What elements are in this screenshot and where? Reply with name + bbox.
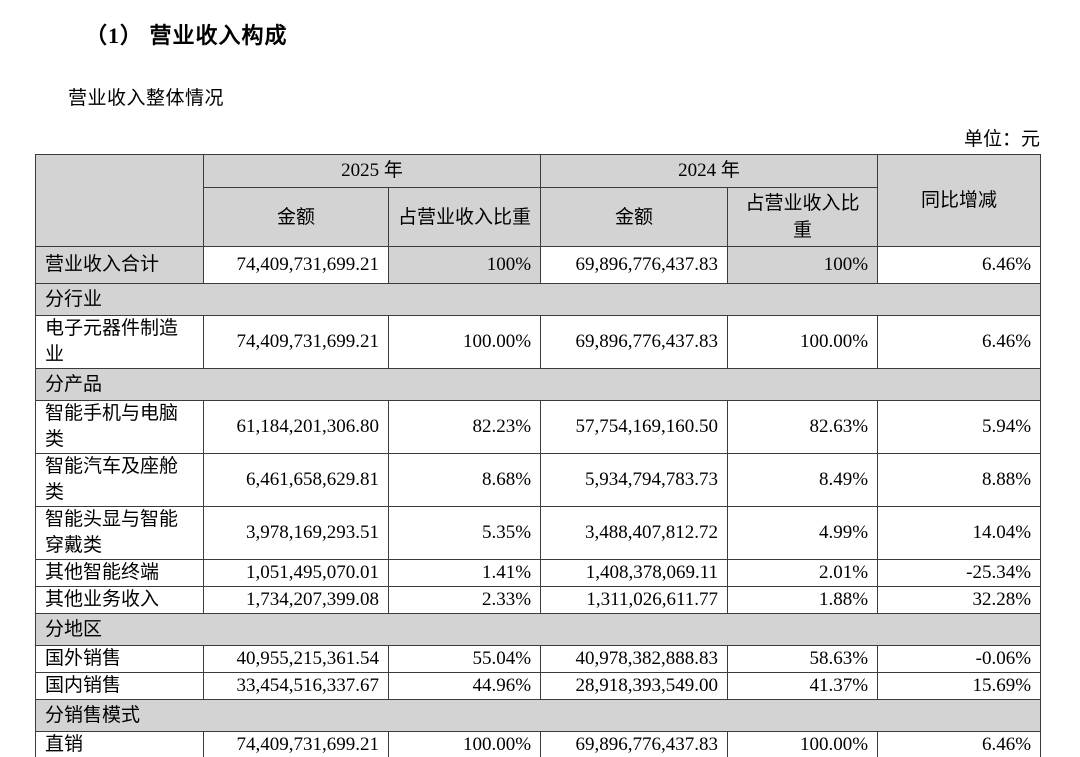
row-label: 国内销售	[35, 672, 204, 700]
table-row: 营业收入合计 74,409,731,699.21 100% 69,896,776,43…	[35, 246, 1042, 284]
row-label: 智能头显与智能穿戴类	[35, 506, 204, 560]
share-2024-cell: 1.88%	[727, 586, 879, 614]
yoy-cell: 6.46%	[877, 315, 1042, 369]
share-2024-cell: 82.63%	[727, 400, 879, 454]
share-2025-cell: 55.04%	[387, 645, 542, 673]
section-row: 分行业	[34, 283, 1042, 316]
header-measure-row: 金额 占营业收入比重 金额 占营业收入比重	[36, 187, 1041, 247]
header-yoy: 同比增减	[877, 154, 1042, 247]
row-label: 国外销售	[35, 645, 204, 673]
header-year-row: 2025 年 2024 年 同比增减	[35, 154, 1042, 247]
amount-2025-cell: 74,409,731,699.21	[203, 315, 389, 369]
header-amount-2024: 金额	[540, 187, 729, 247]
amount-2024-cell: 69,896,776,437.83	[540, 315, 729, 369]
amount-2024-cell: 3,488,407,812.72	[540, 506, 729, 560]
row-label: 其他业务收入	[35, 586, 204, 614]
section-label: 分销售模式	[34, 699, 1042, 732]
table-row: 直销 74,409,731,699.21 100.00% 69,896,776,437…	[35, 731, 1042, 757]
table-row: 其他业务收入 1,734,207,399.08 2.33% 1,311,026,611…	[35, 586, 1042, 614]
share-2025-cell: 82.23%	[387, 400, 542, 454]
row-label: 营业收入合计	[35, 246, 204, 284]
table-row: 国外销售 40,955,215,361.54 55.04% 40,978,382,88…	[35, 645, 1042, 673]
amount-2024-cell: 57,754,169,160.50	[540, 400, 729, 454]
unit-label: 单位：元	[963, 129, 1040, 150]
share-2024-cell: 4.99%	[727, 506, 879, 560]
yoy-cell: 15.69%	[877, 672, 1042, 700]
page-title: （1） 营业收入构成	[85, 23, 288, 48]
amount-2025-cell: 61,184,201,306.80	[203, 400, 389, 454]
section-label: 分地区	[34, 613, 1042, 646]
header-amount-2025: 金额	[203, 187, 389, 247]
share-2024-cell: 100.00%	[727, 731, 879, 757]
section-row: 分产品	[34, 368, 1042, 401]
header-share-2024: 占营业收入比重	[727, 187, 879, 247]
share-2024-cell: 2.01%	[727, 559, 879, 587]
section-row: 分地区	[34, 613, 1042, 646]
revenue-composition-table: 2025 年 2024 年 同比增减 金额 占营业收入比重 金额 占营业收入比重…	[34, 154, 1042, 757]
amount-2025-cell: 1,051,495,070.01	[203, 559, 389, 587]
amount-2024-cell: 69,896,776,437.83	[540, 246, 729, 284]
section-row: 分销售模式	[34, 699, 1042, 732]
yoy-cell: 14.04%	[877, 506, 1042, 560]
share-2024-cell: 58.63%	[727, 645, 879, 673]
yoy-cell: -25.34%	[877, 559, 1042, 587]
amount-2025-cell: 33,454,516,337.67	[203, 672, 389, 700]
subtitle: 营业收入整体情况	[68, 88, 225, 109]
amount-2024-cell: 1,311,026,611.77	[540, 586, 729, 614]
table-row: 智能头显与智能穿戴类 3,978,169,293.51 5.35% 3,488,407…	[35, 506, 1042, 560]
amount-2024-cell: 1,408,378,069.11	[540, 559, 729, 587]
row-label: 直销	[35, 731, 204, 757]
header-blank-cell	[35, 154, 204, 247]
share-2025-cell: 100.00%	[387, 731, 542, 757]
amount-2024-cell: 69,896,776,437.83	[540, 731, 729, 757]
share-2024-cell: 100.00%	[727, 315, 879, 369]
amount-2024-cell: 28,918,393,549.00	[540, 672, 729, 700]
amount-2025-cell: 74,409,731,699.21	[203, 731, 389, 757]
yoy-cell: 5.94%	[877, 400, 1042, 454]
amount-2025-cell: 6,461,658,629.81	[203, 453, 389, 507]
yoy-cell: 6.46%	[877, 731, 1042, 757]
yoy-cell: 8.88%	[877, 453, 1042, 507]
yoy-cell: -0.06%	[877, 645, 1042, 673]
share-2024-cell: 100%	[727, 246, 879, 284]
amount-2025-cell: 74,409,731,699.21	[203, 246, 389, 284]
table-row: 其他智能终端 1,051,495,070.01 1.41% 1,408,378,069…	[35, 559, 1042, 587]
share-2025-cell: 100%	[387, 246, 542, 284]
section-label: 分产品	[34, 368, 1042, 401]
row-label: 智能汽车及座舱类	[35, 453, 204, 507]
amount-2024-cell: 5,934,794,783.73	[540, 453, 729, 507]
share-2025-cell: 44.96%	[387, 672, 542, 700]
share-2025-cell: 2.33%	[387, 586, 542, 614]
section-label: 分行业	[34, 283, 1042, 316]
table-row: 国内销售 33,454,516,337.67 44.96% 28,918,393,54…	[35, 672, 1042, 700]
table-row: 电子元器件制造业 74,409,731,699.21 100.00% 69,896,7…	[35, 315, 1042, 369]
amount-2024-cell: 40,978,382,888.83	[540, 645, 729, 673]
yoy-cell: 32.28%	[877, 586, 1042, 614]
share-2025-cell: 100.00%	[387, 315, 542, 369]
header-year-2024: 2024 年	[540, 154, 879, 188]
table-header: 2025 年 2024 年 同比增减 金额 占营业收入比重 金额 占营业收入比重	[35, 154, 1042, 247]
amount-2025-cell: 3,978,169,293.51	[203, 506, 389, 560]
row-label: 电子元器件制造业	[35, 315, 204, 369]
row-label: 智能手机与电脑类	[35, 400, 204, 454]
table-row: 智能汽车及座舱类 6,461,658,629.81 8.68% 5,934,794,7…	[35, 453, 1042, 507]
header-share-2025: 占营业收入比重	[387, 187, 542, 247]
header-year-2025: 2025 年	[202, 154, 542, 188]
share-2025-cell: 1.41%	[387, 559, 542, 587]
yoy-cell: 6.46%	[877, 246, 1042, 284]
share-2025-cell: 8.68%	[387, 453, 542, 507]
share-2024-cell: 8.49%	[727, 453, 879, 507]
amount-2025-cell: 1,734,207,399.08	[203, 586, 389, 614]
amount-2025-cell: 40,955,215,361.54	[203, 645, 389, 673]
row-label: 其他智能终端	[35, 559, 204, 587]
share-2024-cell: 41.37%	[727, 672, 879, 700]
share-2025-cell: 5.35%	[387, 506, 542, 560]
table-row: 智能手机与电脑类 61,184,201,306.80 82.23% 57,754,16…	[35, 400, 1042, 454]
table-body: 营业收入合计 74,409,731,699.21 100% 69,896,776,43…	[34, 246, 1042, 757]
